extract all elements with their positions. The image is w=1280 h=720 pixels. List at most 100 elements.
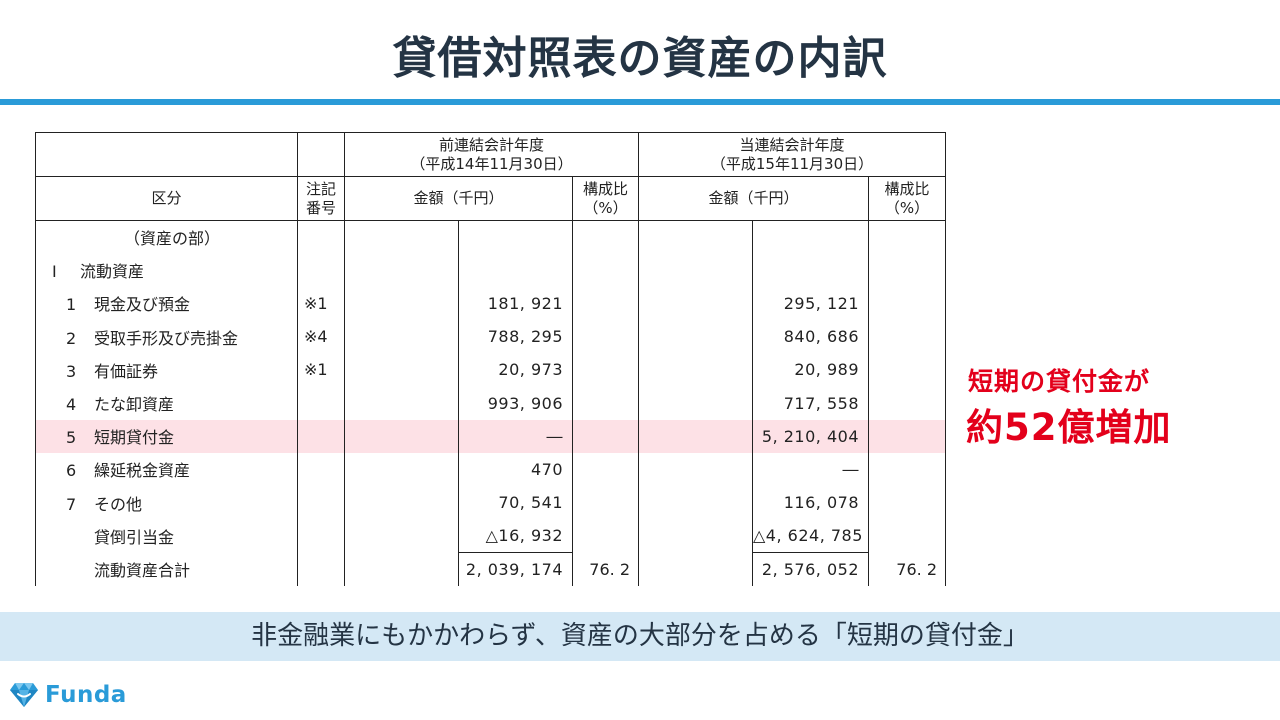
row-note <box>297 419 345 453</box>
row-label: 5 短期貸付金 <box>35 419 298 453</box>
curr-sub-cell <box>638 286 753 321</box>
header-curr-period: 当連結会計年度 （平成15年11月30日） <box>638 132 946 177</box>
table-row-total: 流動資産合計 2, 039, 174 76. 2 2, 576, 052 76.… <box>35 551 946 587</box>
curr-ratio-cell <box>868 419 946 453</box>
header-note-line1: 注記 <box>305 179 336 198</box>
page-title: 貸借対照表の資産の内訳 <box>392 33 888 84</box>
curr-ratio-cell <box>868 386 946 420</box>
curr-total-cell: 2, 576, 052 <box>752 551 869 587</box>
prev-ratio-cell <box>572 220 639 254</box>
row-number: 2 <box>66 328 77 348</box>
prev-period-date: （平成14年11月30日） <box>410 154 573 173</box>
curr-ratio-cell <box>868 253 946 287</box>
row-label: 6 繰延税金資産 <box>35 452 298 486</box>
row-label-text: その他 <box>94 494 143 514</box>
row-note: ※4 <box>297 320 345 354</box>
curr-amount-cell: △4, 624, 785 <box>752 519 869 553</box>
row-label-text: 流動資産 <box>80 262 145 282</box>
prev-ratio-cell <box>572 286 639 321</box>
curr-amount-cell <box>752 253 869 287</box>
table-row: 7 その他 70, 541 116, 078 <box>35 486 946 520</box>
funda-logo: Funda <box>9 681 127 709</box>
curr-sub-cell <box>638 320 753 354</box>
prev-sub-cell <box>344 353 459 387</box>
header-ratio-prev-line2: （%） <box>583 198 628 217</box>
curr-period-title: 当連結会計年度 <box>739 135 845 154</box>
prev-amount-cell: 70, 541 <box>458 486 573 520</box>
header-amount-curr: 金額（千円） <box>638 176 869 221</box>
curr-amount-cell: 20, 989 <box>752 353 869 387</box>
curr-sub-cell <box>638 519 753 553</box>
curr-ratio-cell <box>868 286 946 321</box>
prev-ratio-cell <box>572 386 639 420</box>
curr-ratio-cell <box>868 486 946 520</box>
prev-sub-cell <box>344 386 459 420</box>
prev-amount-cell: 993, 906 <box>458 386 573 420</box>
prev-amount-cell: 20, 973 <box>458 353 573 387</box>
row-label: （資産の部） <box>35 220 298 254</box>
header-note-line2: 番号 <box>305 198 336 217</box>
row-label-text: 短期貸付金 <box>94 428 175 448</box>
row-label: 4 たな卸資産 <box>35 386 298 420</box>
row-label: 貸倒引当金 <box>35 519 298 553</box>
curr-sub-cell <box>638 452 753 486</box>
prev-amount-cell: 470 <box>458 452 573 486</box>
row-label: 1 現金及び預金 <box>35 286 298 321</box>
row-note <box>297 486 345 520</box>
row-label: 7 その他 <box>35 486 298 520</box>
prev-ratio-cell: 76. 2 <box>572 552 639 587</box>
row-number: 6 <box>66 461 77 481</box>
curr-ratio-cell <box>868 320 946 354</box>
prev-sub-cell <box>344 253 459 287</box>
row-note <box>297 386 345 420</box>
curr-sub-cell <box>638 386 753 420</box>
header-ratio-prev: 構成比 （%） <box>572 176 639 221</box>
title-underline <box>0 99 1280 105</box>
row-note: ※1 <box>297 353 345 387</box>
row-note: ※1 <box>297 286 345 321</box>
logo-text: Funda <box>45 682 127 708</box>
prev-period-title: 前連結会計年度 <box>438 135 544 154</box>
prev-amount-cell: △16, 932 <box>458 519 573 553</box>
row-number: I <box>52 262 57 282</box>
row-number: 4 <box>66 395 77 415</box>
curr-amount-cell: 295, 121 <box>752 286 869 321</box>
header-row-columns: 区分 注記 番号 金額（千円） 構成比 （%） 金額（千円） 構成比 （%） <box>35 176 946 221</box>
prev-amount-cell <box>458 220 573 254</box>
callout-line2: 約52億増加 <box>966 406 1172 449</box>
curr-sub-cell <box>638 486 753 520</box>
prev-ratio-cell <box>572 486 639 520</box>
row-note <box>297 552 345 587</box>
prev-sub-cell <box>344 419 459 453</box>
curr-ratio-cell <box>868 220 946 254</box>
prev-amount-cell <box>458 253 573 287</box>
row-label: 流動資産合計 <box>35 552 298 587</box>
table-row: 2 受取手形及び売掛金 ※4 788, 295 840, 686 <box>35 320 946 354</box>
header-note: 注記 番号 <box>297 176 345 221</box>
table-row: 6 繰延税金資産 470 ― <box>35 452 946 486</box>
table-row: I 流動資産 <box>35 253 946 287</box>
curr-amount-cell: 840, 686 <box>752 320 869 354</box>
row-number: 5 <box>66 428 77 448</box>
prev-sub-cell <box>344 519 459 553</box>
table-row: （資産の部） <box>35 220 946 254</box>
table-row: 1 現金及び預金 ※1 181, 921 295, 121 <box>35 286 946 321</box>
row-label: 2 受取手形及び売掛金 <box>35 320 298 354</box>
row-label-text: 現金及び預金 <box>94 295 191 315</box>
curr-amount-cell: 717, 558 <box>752 386 869 420</box>
funda-diamond-logo-icon <box>10 683 38 707</box>
curr-ratio-cell <box>868 452 946 486</box>
row-note <box>297 519 345 553</box>
curr-sub-cell <box>638 552 753 587</box>
header-blank <box>35 132 298 177</box>
curr-ratio-cell <box>868 519 946 553</box>
row-note <box>297 452 345 486</box>
prev-amount-cell: ― <box>458 419 573 453</box>
row-note <box>297 253 345 287</box>
curr-period-date: （平成15年11月30日） <box>710 154 874 173</box>
curr-ratio-cell <box>868 353 946 387</box>
prev-ratio-cell <box>572 452 639 486</box>
prev-ratio-cell <box>572 253 639 287</box>
row-note <box>297 220 345 254</box>
prev-sub-cell <box>344 286 459 321</box>
